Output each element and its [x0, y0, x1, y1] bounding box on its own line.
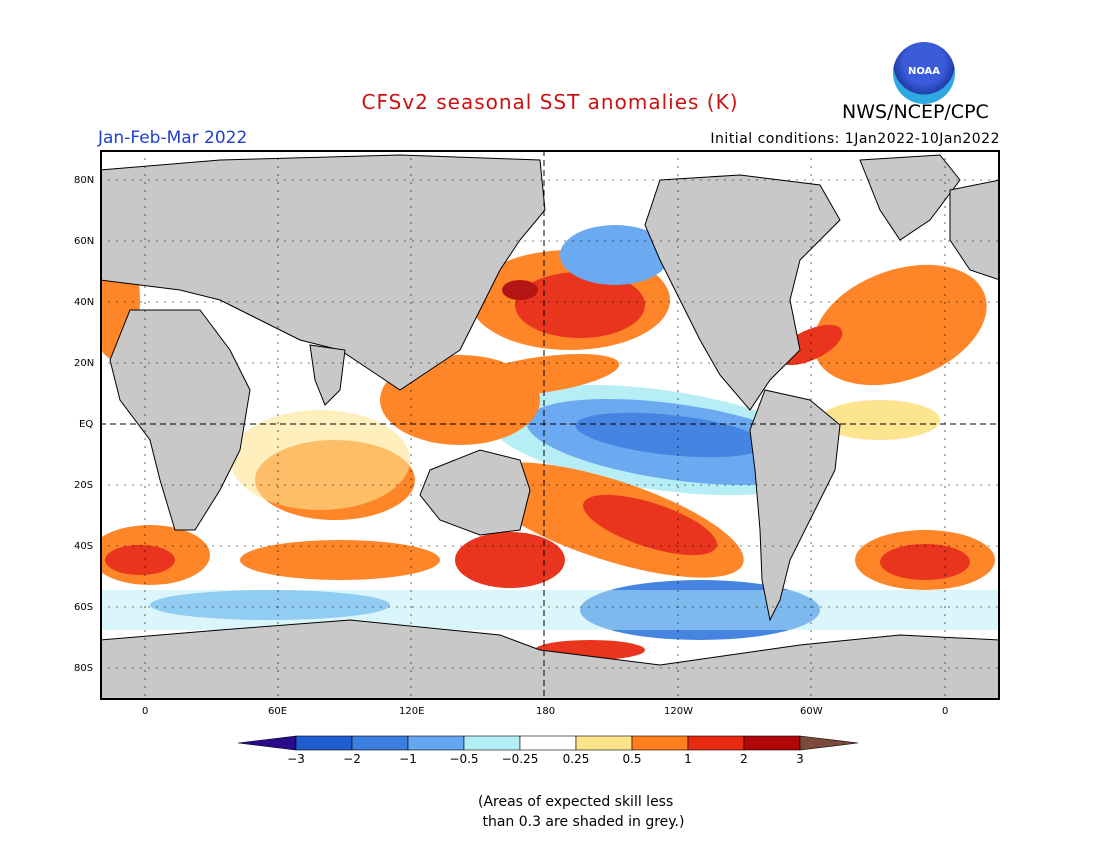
colorbar-high-extend: [799, 735, 859, 751]
land-north-america: [644, 174, 841, 411]
land-eurasia-east: [100, 154, 546, 391]
anomaly-north-pacific-core: [502, 280, 538, 300]
colorbar-segment: [407, 735, 465, 751]
initial-conditions-label: Initial conditions: 1Jan2022-10Jan2022: [710, 131, 1000, 147]
anomaly-indian-ocean-pale: [230, 410, 410, 510]
lon-label-60w: 60W: [800, 706, 823, 717]
colorbar-segment: [463, 735, 521, 751]
anomaly-south-indian-cold: [150, 590, 390, 620]
lat-label-40n: 40N: [74, 297, 95, 308]
colorbar-segment: [743, 735, 801, 751]
land-africa: [109, 309, 251, 531]
colorbar-tick-label: 3: [796, 752, 804, 766]
lon-label-60e: 60E: [268, 706, 288, 717]
anomaly-north-atlantic-warm: [813, 264, 987, 386]
lon-label-120w: 120W: [664, 706, 693, 717]
anomaly-ne-pacific-cold: [560, 225, 670, 285]
land-india: [309, 344, 346, 406]
anomaly-south-atlantic-east-hot: [880, 544, 970, 580]
lat-label-20n: 20N: [74, 358, 95, 369]
land-greenland: [859, 154, 961, 241]
lat-label-60s: 60S: [74, 602, 94, 613]
anomaly-south-pacific-hot: [583, 494, 717, 556]
colorbar: [238, 735, 859, 751]
colorbar-segment: [295, 735, 353, 751]
anomaly-australia-south-warm: [455, 532, 565, 588]
colorbar-tick-label: −2: [343, 752, 361, 766]
lat-label-80s: 80S: [74, 663, 94, 674]
season-label: Jan-Feb-Mar 2022: [98, 128, 248, 148]
anomaly-south-atlantic-hot: [105, 545, 175, 575]
map-reference-lines: [100, 150, 1000, 700]
colorbar-tick-label: −0.5: [449, 752, 479, 766]
skill-footnote: (Areas of expected skill less than 0.3 a…: [478, 794, 685, 830]
colorbar-segment: [519, 735, 577, 751]
colorbar-tick-label: 0.25: [562, 752, 590, 766]
lon-label-0: 0: [142, 706, 149, 717]
land-antarctica: [100, 619, 1000, 700]
lat-label-60n: 60N: [74, 236, 95, 247]
colorbar-tick-label: 2: [740, 752, 748, 766]
colorbar-segment: [631, 735, 689, 751]
anomaly-subtropical-np-warm: [460, 353, 620, 397]
map-gridlines: [100, 150, 1000, 700]
lat-label-40s: 40S: [74, 541, 94, 552]
land-australia: [419, 449, 531, 536]
noaa-logo-icon: [893, 42, 955, 104]
lat-label-80n: 80N: [74, 175, 95, 186]
colorbar-tick-label: −3: [287, 752, 305, 766]
map-frame: [100, 150, 1000, 700]
map-title: CFSv2 seasonal SST anomalies (K): [361, 90, 739, 114]
lon-label-180: 180: [536, 706, 556, 717]
agency-label: NWS/NCEP/CPC: [842, 101, 989, 123]
land-masses: [100, 154, 1000, 700]
colorbar-tick-label: 1: [684, 752, 692, 766]
anomaly-tropical-atlantic-pale: [820, 400, 940, 440]
colorbar-segment: [687, 735, 745, 751]
colorbar-segment: [575, 735, 633, 751]
colorbar-segment: [351, 735, 409, 751]
land-south-america: [749, 389, 841, 622]
colorbar-tick-label: −1: [399, 752, 417, 766]
anomaly-north-pacific-hot: [515, 272, 645, 338]
anomaly-southern-ocean-pale: [100, 590, 1000, 630]
anomaly-south-indian-warm: [240, 540, 440, 580]
lon-label-0-east: 0: [942, 706, 949, 717]
lat-label-eq: EQ: [79, 419, 94, 430]
anomaly-south-pacific-cold: [580, 580, 820, 640]
land-europe-wrap: [949, 179, 1000, 281]
colorbar-low-extend: [238, 735, 297, 751]
colorbar-tick-label: −0.25: [501, 752, 539, 766]
noaa-logo-text: NOAA: [907, 66, 941, 77]
colorbar-tick-label: 0.5: [622, 752, 642, 766]
lat-label-20s: 20S: [74, 480, 94, 491]
sst-anomaly-map: [100, 150, 1000, 700]
lon-label-120e: 120E: [399, 706, 425, 717]
